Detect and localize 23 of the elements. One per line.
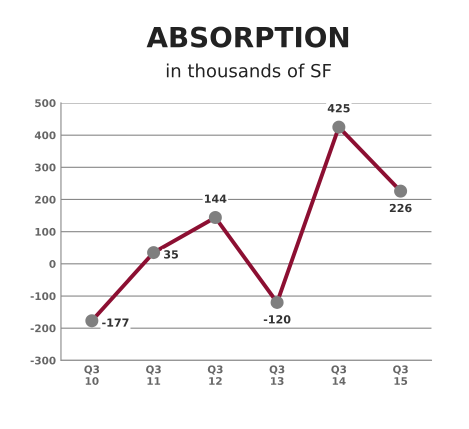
y-tick-label: -100 <box>30 292 56 300</box>
x-tick-label: Q3 14 <box>331 365 346 385</box>
chart-subtitle: in thousands of SF <box>166 64 331 78</box>
x-tick-label: Q3 10 <box>84 365 100 385</box>
x-tick-label: Q3 13 <box>270 365 284 385</box>
x-tick-label: Q3 12 <box>208 365 223 385</box>
data-label: -177 <box>102 318 128 327</box>
y-tick-label: -200 <box>30 324 56 332</box>
y-tick-label: -300 <box>30 356 56 364</box>
y-tick-label: 300 <box>35 164 56 172</box>
data-label: 144 <box>205 194 226 203</box>
y-tick-label: 200 <box>35 196 56 204</box>
x-tick-label: Q3 11 <box>146 365 161 385</box>
x-tick-label: Q3 15 <box>393 365 408 385</box>
data-label: 226 <box>390 204 412 212</box>
y-tick-label: 500 <box>35 99 56 108</box>
chart-title: ABSORPTION <box>146 26 348 48</box>
y-tick-label: 400 <box>34 131 56 140</box>
data-label: 425 <box>328 104 350 112</box>
data-label: -120 <box>264 315 290 324</box>
y-tick-label: 100 <box>36 228 56 236</box>
y-tick-label: 0 <box>49 260 56 268</box>
data-label: 35 <box>164 250 178 259</box>
